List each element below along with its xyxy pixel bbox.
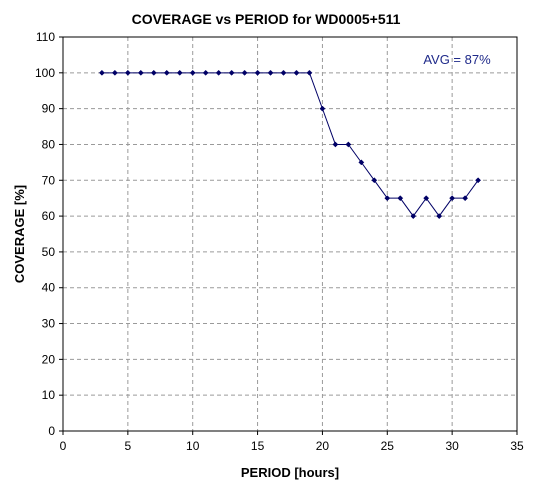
data-point-marker — [280, 69, 287, 76]
data-point-marker — [475, 177, 482, 184]
data-point-marker — [449, 195, 456, 202]
data-point-marker — [293, 69, 300, 76]
data-point-marker — [202, 69, 209, 76]
x-tick-label: 25 — [381, 439, 395, 453]
data-point-marker — [241, 69, 248, 76]
data-point-marker — [267, 69, 274, 76]
data-point-marker — [319, 105, 326, 112]
y-axis-title: COVERAGE [%] — [12, 185, 27, 283]
data-point-marker — [111, 69, 118, 76]
y-tick-label: 60 — [42, 209, 56, 223]
x-tick-label: 35 — [510, 439, 524, 453]
average-annotation: AVG = 87% — [423, 52, 491, 67]
data-point-marker — [254, 69, 261, 76]
x-tick-label: 30 — [445, 439, 459, 453]
data-point-marker — [306, 69, 313, 76]
data-point-marker — [371, 177, 378, 184]
grid-lines — [63, 37, 517, 431]
data-point-marker — [345, 141, 352, 148]
y-tick-label: 10 — [42, 388, 56, 402]
y-tick-label: 90 — [42, 102, 56, 116]
x-tick-label: 15 — [251, 439, 265, 453]
data-point-marker — [176, 69, 183, 76]
y-tick-label: 0 — [48, 424, 55, 438]
data-point-marker — [332, 141, 339, 148]
data-point-marker — [228, 69, 235, 76]
y-tick-label: 50 — [42, 245, 56, 259]
data-point-marker — [150, 69, 157, 76]
data-point-marker — [163, 69, 170, 76]
x-tick-label: 0 — [60, 439, 67, 453]
data-point-marker — [98, 69, 105, 76]
chart-title: COVERAGE vs PERIOD for WD0005+511 — [132, 11, 401, 27]
data-point-marker — [397, 195, 404, 202]
data-point-marker — [189, 69, 196, 76]
data-point-marker — [358, 159, 365, 166]
data-point-marker — [410, 213, 417, 220]
x-tick-label: 20 — [316, 439, 330, 453]
data-point-marker — [215, 69, 222, 76]
y-tick-label: 80 — [42, 137, 56, 151]
y-tick-label: 40 — [42, 281, 56, 295]
x-tick-label: 5 — [125, 439, 132, 453]
data-point-marker — [384, 195, 391, 202]
plot-area-frame — [62, 36, 518, 432]
data-point-marker — [423, 195, 430, 202]
x-tick-label: 10 — [186, 439, 200, 453]
x-axis-title: PERIOD [hours] — [241, 465, 339, 480]
axis-ticks: 0 10 20 30 40 50 60 70 80 90 100 110 0 5 10 15 20 25 30 35 — [35, 30, 524, 453]
y-tick-label: 110 — [36, 30, 55, 44]
data-point-marker — [462, 195, 469, 202]
y-tick-label: 30 — [42, 317, 56, 331]
data-point-marker — [124, 69, 131, 76]
data-point-marker — [137, 69, 144, 76]
data-series — [98, 69, 482, 220]
y-tick-label: 20 — [42, 352, 56, 366]
y-tick-label: 100 — [35, 66, 55, 80]
data-point-marker — [436, 213, 443, 220]
y-tick-label: 70 — [42, 173, 56, 187]
